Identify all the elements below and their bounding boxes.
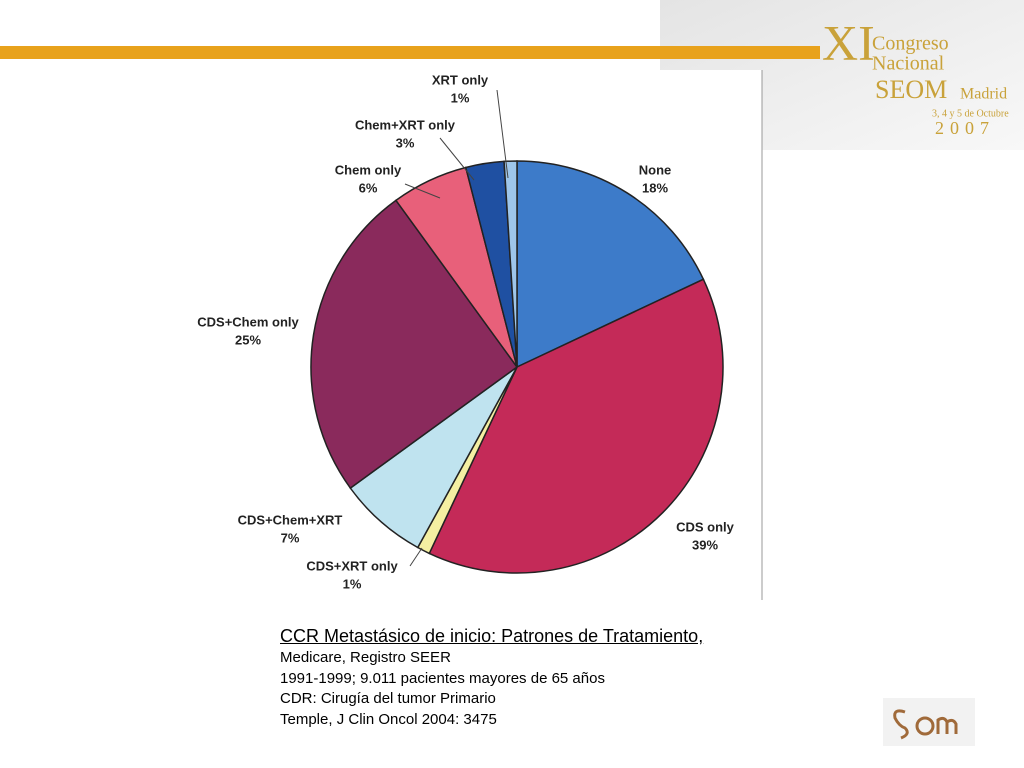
leader-line [439, 137, 475, 181]
leader-line [409, 547, 423, 567]
pie-slice [516, 160, 705, 369]
leader-line [496, 89, 509, 179]
pie-slice [503, 160, 518, 368]
footer-logo-mark [915, 716, 935, 736]
pie-slice [428, 278, 724, 574]
pie-slice [310, 199, 519, 490]
slice-label: CDS+Chem only [197, 314, 299, 329]
footer-logo-mark [893, 709, 909, 740]
slice-label: CDS only [676, 519, 735, 534]
slice-value-label: 7% [281, 530, 300, 545]
header-year: 2007 [935, 118, 995, 138]
header-line1: Congreso [872, 33, 949, 55]
header-line2: Nacional [872, 53, 945, 75]
header-brand: SEOM [875, 75, 947, 104]
header-roman: XI [822, 14, 875, 70]
slice-value-label: 6% [359, 180, 378, 195]
pie-chart: None 18% CDS only 39% CDS+XRT only 1% CDS+Chem… [197, 72, 734, 591]
slice-value-label: 39% [692, 537, 718, 552]
caption-line: Temple, J Clin Oncol 2004: 3475 [280, 710, 497, 728]
footer-logo-mark [936, 716, 958, 734]
header-dates: 3, 4 y 5 de Octubre [932, 108, 1009, 119]
slice-value-label: 1% [343, 576, 362, 591]
slice-value-label: 3% [396, 135, 415, 150]
caption-line: 1991-1999; 9.011 pacientes mayores de 65… [280, 669, 605, 687]
header-bar [0, 46, 820, 59]
leader-line [404, 183, 441, 199]
slice-label: None [639, 162, 672, 177]
slice-label: CDS+XRT only [306, 558, 398, 573]
slice-label: Chem only [335, 162, 402, 177]
slice-label: CDS+Chem+XRT [238, 512, 343, 527]
caption-title: CCR Metastásico de inicio: Patrones de T… [280, 626, 704, 646]
caption-line: CDR: Cirugía del tumor Primario [280, 690, 496, 707]
caption-line: Medicare, Registro SEER [280, 649, 451, 666]
slice-label: XRT only [432, 72, 489, 87]
slice-value-label: 1% [451, 90, 470, 105]
slice-label: Chem+XRT only [355, 117, 456, 132]
header-city: Madrid [960, 86, 1007, 103]
slice-value-label: 25% [235, 332, 261, 347]
slice-value-label: 18% [642, 180, 668, 195]
